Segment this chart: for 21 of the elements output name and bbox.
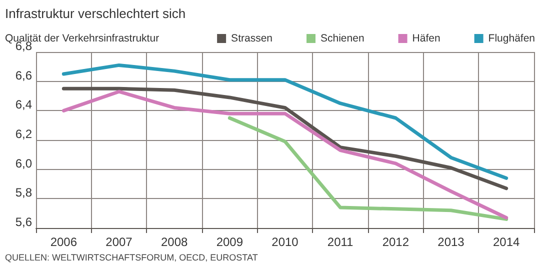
x-tick-label: 2012	[382, 235, 410, 249]
legend-label: Strassen	[231, 32, 273, 44]
y-tick-label: 6,2	[15, 127, 32, 141]
x-tick-label: 2007	[106, 235, 133, 249]
y-tick-label: 5,8	[15, 186, 32, 200]
y-tick-label: 6,0	[15, 156, 32, 170]
x-tick-label: 2011	[327, 235, 354, 249]
y-tick-label: 6,6	[15, 68, 32, 82]
x-tick-label: 2010	[272, 235, 299, 249]
x-tick-label: 2013	[438, 235, 465, 249]
legend-label: Häfen	[412, 32, 440, 44]
legend-label: Flughäfen	[488, 32, 536, 44]
x-tick-label: 2009	[216, 235, 244, 249]
x-tick-label: 2008	[160, 235, 188, 249]
x-tick-label: 2014	[492, 235, 520, 249]
chart-title: Infrastruktur verschlechtert sich	[5, 6, 186, 21]
y-tick-label: 5,6	[15, 215, 32, 229]
y-tick-label: 6,4	[15, 98, 32, 112]
x-tick-label: 2006	[50, 235, 78, 249]
source-note: QUELLEN: WELTWIRTSCHAFTSFORUM, OECD, EUROSTAT	[5, 252, 258, 262]
legend-label: Schienen	[320, 32, 364, 44]
